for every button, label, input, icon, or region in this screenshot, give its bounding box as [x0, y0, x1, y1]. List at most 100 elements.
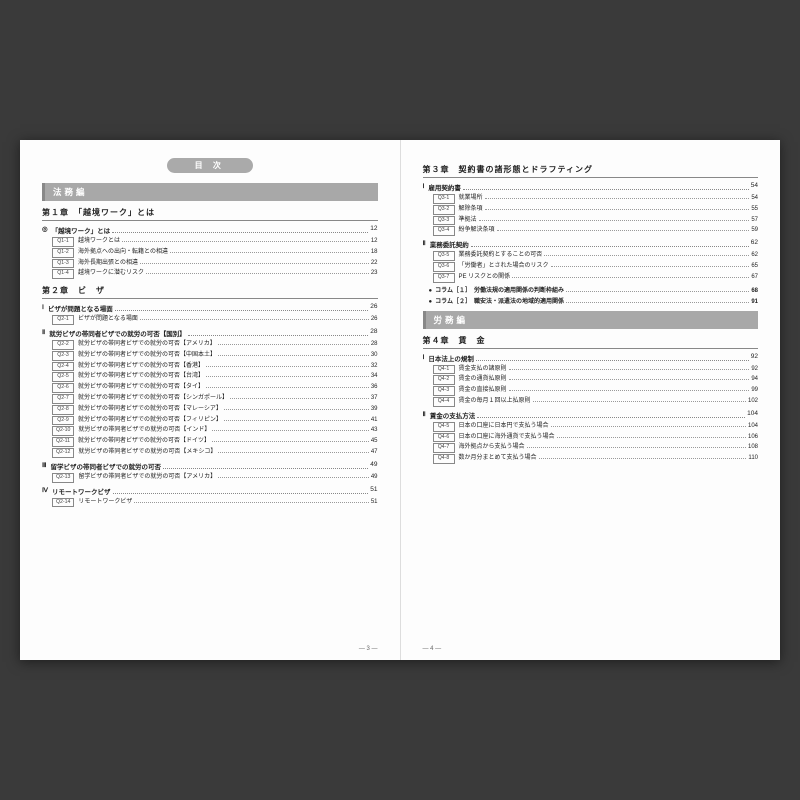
bullet-icon: ●: [429, 299, 433, 305]
page-number: 99: [751, 386, 758, 395]
toc-row: Q2-11就労ビザの帯同者ビザでの就労の可否【ドイツ】45: [52, 437, 378, 447]
toc-row: Q2-13 留学ビザの帯同者ビザでの就労の可否【アメリカ】 49: [52, 473, 378, 483]
page-number: 110: [748, 454, 758, 463]
q-tag: Q4-8: [433, 454, 455, 464]
row-text: 就労ビザの帯同者ビザでの就労の可否【香港】: [78, 362, 204, 371]
leader-dots: [544, 255, 749, 256]
bullet-icon: ●: [429, 288, 433, 294]
toc-row: Q2-2就労ビザの帯同者ビザでの就労の可否【アメリカ】28: [52, 340, 378, 350]
book-spread: 目 次 法務編 第１章 「越境ワーク」とは ◎ 「越境ワーク」とは 12 Q1-…: [20, 140, 780, 660]
leader-dots: [146, 273, 369, 274]
q-tag: Q2-11: [52, 437, 74, 447]
page-number: 12: [371, 237, 378, 246]
page-number: 65: [751, 262, 758, 271]
page-number: 55: [751, 205, 758, 214]
row-text: 数か月分まとめて支払う場合: [459, 454, 537, 463]
page-number: 62: [751, 251, 758, 260]
q-tag: Q3-4: [433, 226, 455, 236]
row-text: 就労ビザの帯同者ビザでの就労の可否【シンガポール】: [78, 394, 228, 403]
leader-dots: [122, 241, 369, 242]
row-text: 就労ビザの帯同者ビザでの就労の可否【アメリカ】: [78, 340, 216, 349]
page-number: 22: [371, 259, 378, 268]
row-text: 日本の口座に海外通貨で支払う場合: [459, 433, 555, 442]
leader-dots: [206, 376, 369, 377]
q-tag: Q2-6: [52, 383, 74, 393]
leader-dots: [527, 447, 746, 448]
page-number: 41: [371, 416, 378, 425]
section-row: Ⅱ 就労ビザの帯同者ビザでの就労の可否【国別】 28: [42, 328, 378, 338]
chapter-3-title: 第３章 契約書の諸形態とドラフティング: [423, 164, 759, 178]
row-text: PE リスクとの関係: [459, 273, 511, 282]
page-number: 54: [751, 194, 758, 203]
row-text: 越境ワークに潜むリスク: [78, 269, 144, 278]
row-text: 就労ビザの帯同者ビザでの就労の可否【タイ】: [78, 383, 204, 392]
toc-row: Q1-3 海外長期出張との相違 22: [52, 259, 378, 269]
page-number: 59: [751, 226, 758, 235]
page-number: 28: [371, 340, 378, 349]
q-tag: Q1-1: [52, 237, 74, 247]
toc-row: Q2-7 就労ビザの帯同者ビザでの就労の可否【シンガポール】 37: [52, 394, 378, 404]
toc-row: Q3-7 PE リスクとの関係 67: [433, 273, 759, 283]
q-tag: Q4-7: [433, 443, 455, 453]
q-tag: Q2-9: [52, 416, 74, 426]
row-text: 紛争解決条項: [459, 226, 495, 235]
page-number: 37: [371, 394, 378, 403]
page-number: 57: [751, 216, 758, 225]
section-bullet: ◎: [42, 225, 48, 235]
toc-row: Q4-4賃金の毎月１回以上払原則102: [433, 397, 759, 407]
chapter-2-title: 第２章 ビ ザ: [42, 285, 378, 299]
leader-dots: [170, 252, 369, 253]
column-label: コラム［１］ 労働法規の適用関係の判断枠組み: [435, 285, 564, 294]
row-text: 業務委託契約とすることの可否: [459, 251, 543, 260]
page-number: 108: [748, 443, 758, 452]
leader-dots: [224, 409, 369, 410]
leader-dots: [512, 277, 749, 278]
page-number: 47: [371, 448, 378, 457]
toc-row: Q4-2賃金の通貨払原則94: [433, 375, 759, 385]
toc-row: Q1-4越境ワークに潜むリスク23: [52, 269, 378, 279]
leader-dots: [551, 266, 750, 267]
leader-dots: [479, 220, 750, 221]
row-text: 就労ビザの帯同者ビザでの就労の可否【フィリピン】: [78, 416, 222, 425]
row-text: 海外長期出張との相違: [78, 259, 138, 268]
row-text: 就労ビザの帯同者ビザでの就労の可否【台湾】: [78, 372, 204, 381]
toc-row: Q2-6就労ビザの帯同者ビザでの就労の可否【タイ】36: [52, 383, 378, 393]
q-tag: Q2-7: [52, 394, 74, 404]
page-number: 18: [371, 248, 378, 257]
leader-dots: [218, 344, 369, 345]
row-text: 賃金の毎月１回以上払原則: [459, 397, 531, 406]
row-text: 海外拠点から支払う場合: [459, 443, 525, 452]
q-tag: Q3-2: [433, 205, 455, 215]
toc-row: Q1-2海外拠点への出向・転籍との相違18: [52, 248, 378, 258]
toc-row: Q4-7 海外拠点から支払う場合 108: [433, 443, 759, 453]
chapter-1-title: 第１章 「越境ワーク」とは: [42, 207, 378, 221]
leader-dots: [539, 458, 747, 459]
leader-dots: [212, 441, 369, 442]
toc-row: Q2-5就労ビザの帯同者ビザでの就労の可否【台湾】34: [52, 372, 378, 382]
toc-row: Q4-3賃金の直接払原則99: [433, 386, 759, 396]
toc-title: 目 次: [167, 158, 253, 173]
q-tag: Q2-8: [52, 405, 74, 415]
toc-row: Q2-4就労ビザの帯同者ビザでの就労の可否【香港】32: [52, 362, 378, 372]
q-tag: Q3-7: [433, 273, 455, 283]
row-text: 準拠法: [459, 216, 477, 225]
toc-row: Q4-1賃金支払の諸原則92: [433, 365, 759, 375]
row-text: 就労ビザの帯同者ビザでの就労の可否【メキシコ】: [78, 448, 216, 457]
q-tag: Q2-1: [52, 315, 74, 325]
leader-dots: [112, 225, 368, 233]
leader-dots: [557, 437, 746, 438]
page-number: 67: [751, 273, 758, 282]
leader-dots: [230, 398, 369, 399]
chapter-4-title: 第４章 賃 金: [423, 335, 759, 349]
q-tag: Q2-4: [52, 362, 74, 372]
q-tag: Q4-1: [433, 365, 455, 375]
toc-row: Q2-14 リモートワークビザ 51: [52, 498, 378, 508]
q-tag: Q1-3: [52, 259, 74, 269]
leader-dots: [140, 263, 369, 264]
leader-dots: [485, 209, 750, 210]
toc-row: Q2-10就労ビザの帯同者ビザでの就労の可否【インド】43: [52, 426, 378, 436]
q-tag: Q1-2: [52, 248, 74, 258]
section-row: ◎ 「越境ワーク」とは 12: [42, 225, 378, 235]
toc-row: Q3-2解除条項55: [433, 205, 759, 215]
q-tag: Q4-5: [433, 422, 455, 432]
